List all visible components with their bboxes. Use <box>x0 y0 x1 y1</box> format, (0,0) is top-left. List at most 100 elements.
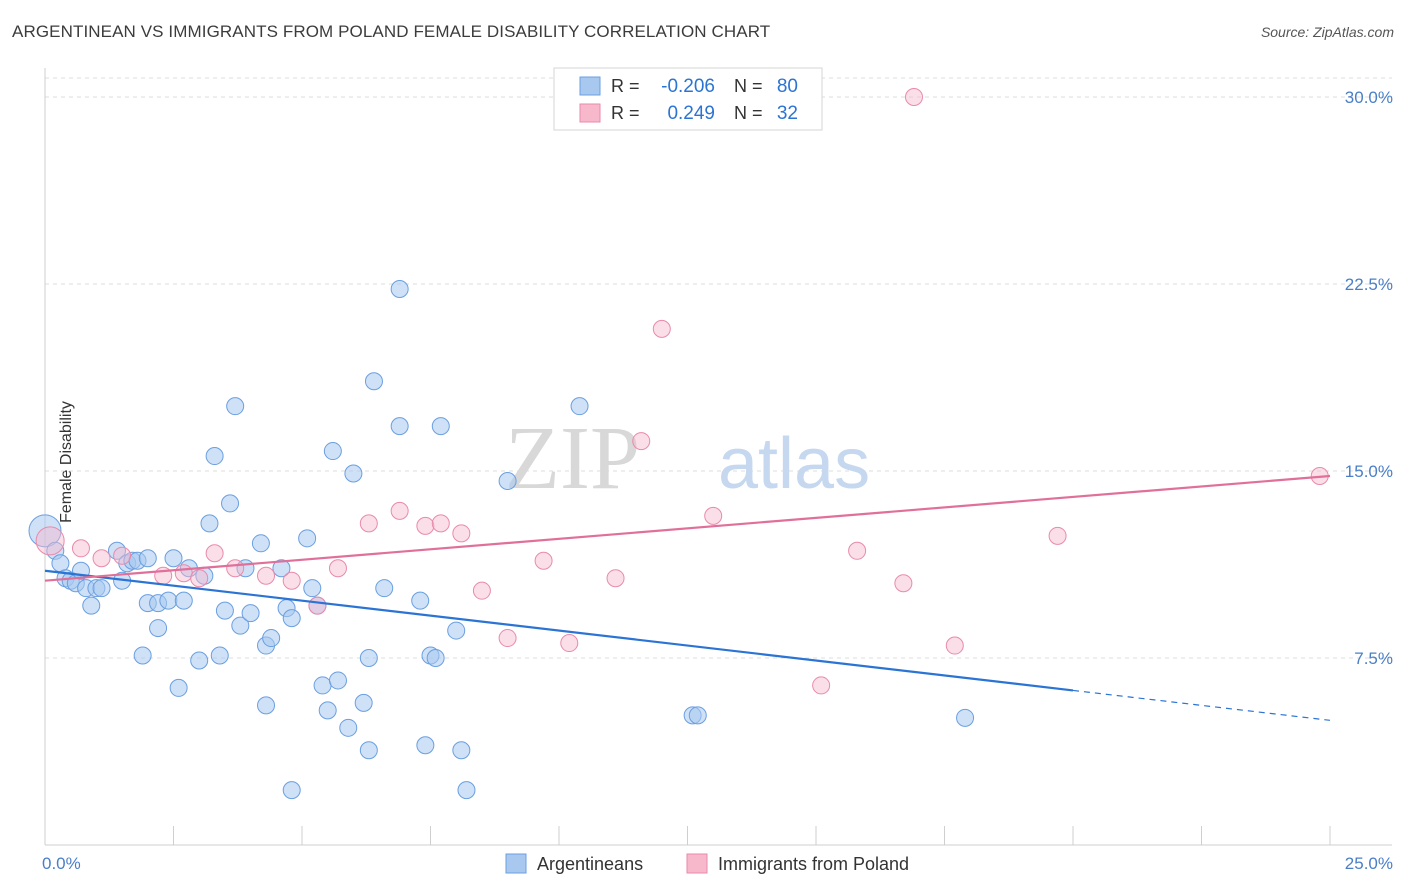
point-argentineans-52 <box>339 718 358 737</box>
point-argentineans-36 <box>241 604 260 623</box>
point-poland-19 <box>498 629 517 648</box>
point-argentineans-33 <box>226 397 245 416</box>
point-argentineans-16 <box>133 646 152 665</box>
legend-n-label-1: N = <box>734 103 763 123</box>
legend-r-label-0: R = <box>611 76 640 96</box>
legend-n-value-1: 32 <box>777 103 798 124</box>
bottom-legend-label-argentineans: Argentineans <box>537 854 643 874</box>
point-poland-23 <box>632 432 651 451</box>
point-argentineans-68 <box>457 781 476 800</box>
point-argentineans-11 <box>107 541 126 560</box>
point-poland-17 <box>452 524 471 543</box>
watermark: ZIP atlas <box>505 409 870 508</box>
point-poland-9 <box>257 566 276 585</box>
point-poland-27 <box>848 541 867 560</box>
point-poland-7 <box>205 544 224 563</box>
point-poland-25 <box>704 506 723 525</box>
point-argentineans-58 <box>375 579 394 598</box>
bottom-legend: Argentineans Immigrants from Poland <box>505 853 909 874</box>
point-poland-14 <box>390 501 409 520</box>
point-argentineans-62 <box>416 736 435 755</box>
point-argentineans-70 <box>570 397 589 416</box>
point-argentineans-31 <box>215 601 234 620</box>
y-tick-label-3: 30.0% <box>1345 88 1393 107</box>
bottom-legend-swatch-poland <box>686 853 708 874</box>
point-argentineans-54 <box>354 693 373 712</box>
tick-labels: 7.5% 15.0% 22.5% 30.0% 0.0% 25.0% <box>42 88 1393 873</box>
point-argentineans-24 <box>174 591 193 610</box>
legend-r-label-1: R = <box>611 103 640 123</box>
point-argentineans-60 <box>390 279 409 298</box>
point-argentineans-40 <box>262 629 281 648</box>
point-argentineans-23 <box>169 678 188 697</box>
point-argentineans-34 <box>231 616 250 635</box>
point-argentineans-29 <box>205 447 224 466</box>
point-poland-24 <box>652 319 671 338</box>
bottom-legend-swatch-argentineans <box>505 853 527 874</box>
point-argentineans-2 <box>51 554 70 573</box>
legend-r-value-0: -0.206 <box>661 76 715 97</box>
point-poland-16 <box>431 514 450 533</box>
point-argentineans-48 <box>313 676 332 695</box>
point-poland-11 <box>308 596 327 615</box>
bottom-legend-label-poland: Immigrants from Poland <box>718 854 909 874</box>
point-argentineans-45 <box>298 529 317 548</box>
point-argentineans-22 <box>164 549 183 568</box>
point-argentineans-28 <box>200 514 219 533</box>
point-argentineans-30 <box>210 646 229 665</box>
trend-poland <box>44 474 1331 582</box>
y-tick-label-2: 22.5% <box>1345 275 1393 294</box>
point-argentineans-69 <box>498 471 517 490</box>
legend-swatch-0 <box>579 76 601 96</box>
point-argentineans-67 <box>452 741 471 760</box>
point-argentineans-72 <box>688 706 707 725</box>
point-argentineans-57 <box>364 372 383 391</box>
point-poland-10 <box>282 571 301 590</box>
point-argentineans-44 <box>282 781 301 800</box>
point-poland-28 <box>894 574 913 593</box>
point-poland-18 <box>472 581 491 600</box>
point-poland-8 <box>226 559 245 578</box>
point-argentineans-43 <box>282 609 301 628</box>
point-poland-6 <box>190 569 209 588</box>
legend-swatch-1 <box>579 103 601 123</box>
trend-lines <box>44 474 1331 721</box>
chart-title: ARGENTINEAN VS IMMIGRANTS FROM POLAND FE… <box>12 22 771 41</box>
point-poland-20 <box>534 551 553 570</box>
point-argentineans-39 <box>257 696 276 715</box>
point-argentineans-73 <box>956 708 975 727</box>
point-argentineans-66 <box>447 621 466 640</box>
point-argentineans-55 <box>359 741 378 760</box>
point-argentineans-50 <box>323 442 342 461</box>
legend-r-value-1: 0.249 <box>667 103 715 124</box>
legend-n-value-0: 80 <box>777 76 798 97</box>
legend-n-label-0: N = <box>734 76 763 96</box>
axes <box>44 68 1392 846</box>
x-tick-label-min: 0.0% <box>42 854 81 873</box>
point-argentineans-17 <box>138 549 157 568</box>
trend-argentineans <box>44 569 1074 692</box>
point-poland-2 <box>92 549 111 568</box>
point-poland-21 <box>560 634 579 653</box>
series-poland <box>35 88 1329 695</box>
point-poland-0 <box>35 526 65 556</box>
point-poland-5 <box>174 564 193 583</box>
point-argentineans-61 <box>411 591 430 610</box>
point-argentineans-41 <box>272 559 291 578</box>
point-poland-31 <box>905 88 923 106</box>
point-poland-1 <box>71 539 90 558</box>
point-argentineans-51 <box>328 671 347 690</box>
point-poland-29 <box>945 636 964 655</box>
point-poland-12 <box>328 559 347 578</box>
point-argentineans-8 <box>82 596 101 615</box>
point-argentineans-20 <box>149 619 168 638</box>
point-argentineans-65 <box>431 417 450 436</box>
point-argentineans-21 <box>159 591 178 610</box>
point-poland-26 <box>812 676 831 695</box>
y-tick-label-1: 15.0% <box>1345 462 1393 481</box>
x-tick-label-max: 25.0% <box>1345 854 1393 873</box>
point-poland-15 <box>416 516 435 535</box>
point-argentineans-53 <box>344 464 363 483</box>
point-argentineans-10 <box>92 579 111 598</box>
